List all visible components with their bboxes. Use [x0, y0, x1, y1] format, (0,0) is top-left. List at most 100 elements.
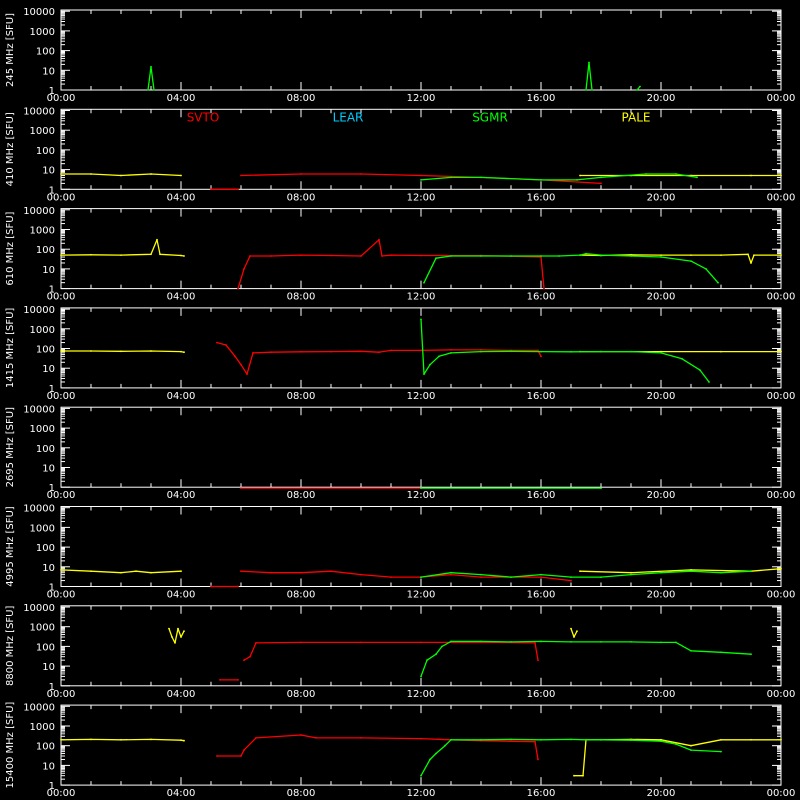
x-tick-label: 12:00: [407, 192, 436, 203]
y-tick-label: 1: [49, 682, 55, 693]
data-point-svto: [315, 737, 317, 739]
x-tick-label: 20:00: [647, 788, 676, 799]
data-point-pale: [630, 571, 632, 574]
data-point-pale: [570, 627, 572, 630]
data-point-sgmr: [600, 576, 602, 578]
data-point-svto: [255, 642, 257, 644]
data-point-sgmr: [630, 739, 632, 742]
data-point-sgmr: [153, 89, 155, 91]
data-point-svto: [300, 571, 302, 574]
x-tick-label: 12:00: [407, 689, 436, 700]
y-tick-label: 1000: [30, 424, 55, 435]
data-point-svto: [450, 573, 452, 576]
x-tick-label: 08:00: [287, 590, 316, 601]
y-tick-label: 10000: [23, 206, 55, 217]
data-point-sgmr: [750, 653, 752, 656]
y-axis-label: 8800 MHz [SFU]: [5, 605, 16, 686]
data-point-pale: [168, 627, 170, 630]
data-point-svto: [255, 737, 257, 739]
data-point-svto: [378, 238, 380, 241]
data-point-svto: [360, 173, 362, 175]
data-point-sgmr: [588, 61, 590, 64]
panel-1: 245 MHz [SFU] 1 10 100 1000 10000 00:00 04:00 08…: [5, 7, 795, 104]
data-point-svto: [480, 576, 482, 578]
data-point-svto: [390, 254, 392, 256]
data-point-sgmr: [480, 738, 482, 741]
data-point-svto: [360, 350, 362, 353]
data-point-sgmr: [435, 752, 437, 755]
data-point-svto: [243, 749, 245, 751]
data-point-svto: [330, 570, 332, 573]
data-point-sgmr: [630, 573, 632, 576]
x-tick-label: 00:00: [767, 292, 796, 303]
y-tick-label: 1: [49, 285, 55, 296]
y-tick-label: 1000: [30, 523, 55, 534]
y-tick-label: 1000: [30, 226, 55, 237]
y-tick-label: 10000: [23, 107, 55, 118]
data-point-svto: [270, 571, 272, 574]
data-point-sgmr: [591, 89, 593, 91]
series-line-pale: [168, 627, 185, 644]
legend-label-svto: SVTO: [187, 110, 220, 124]
series-line-sgmr: [420, 738, 722, 777]
data-point-svto: [240, 363, 242, 366]
x-tick-label: 08:00: [287, 292, 316, 303]
data-point-svto: [219, 679, 221, 681]
data-point-pale: [576, 630, 578, 632]
data-point-pale: [582, 774, 584, 777]
data-point-sgmr: [510, 350, 512, 353]
data-point-sgmr: [540, 640, 542, 643]
x-tick-label: 04:00: [167, 490, 196, 501]
y-tick-label: 1: [49, 384, 55, 395]
data-point-sgmr: [705, 268, 707, 270]
plot-frame: [60, 9, 782, 91]
data-point-sgmr: [540, 573, 542, 576]
data-point-sgmr: [600, 641, 602, 643]
data-point-svto: [360, 573, 362, 576]
y-tick-label: 10: [42, 66, 55, 77]
data-point-pale: [120, 571, 122, 574]
y-tick-label: 1: [49, 483, 55, 494]
x-tick-label: 04:00: [167, 788, 196, 799]
data-point-pale: [156, 238, 158, 241]
data-point-pale: [720, 738, 722, 741]
data-point-sgmr: [450, 571, 452, 574]
data-point-sgmr: [420, 675, 422, 678]
data-point-sgmr: [558, 255, 560, 257]
panel-5: 2695 MHz [SFU] 1 10 100 1000 10000 00:00 04:00 0…: [5, 404, 795, 501]
data-point-pale: [177, 627, 179, 630]
data-point-svto: [420, 174, 422, 177]
data-point-sgmr: [420, 576, 422, 578]
data-point-pale: [150, 253, 152, 256]
data-point-sgmr: [579, 254, 581, 256]
data-point-sgmr: [600, 487, 602, 489]
data-point-sgmr: [750, 570, 752, 573]
data-point-sgmr: [675, 173, 677, 175]
data-point-pale: [780, 567, 782, 570]
data-point-pale: [150, 173, 152, 175]
data-point-pale: [90, 570, 92, 573]
x-tick-label: 20:00: [647, 490, 676, 501]
data-point-pale: [660, 254, 662, 256]
data-point-sgmr: [450, 352, 452, 354]
data-point-svto: [420, 641, 422, 644]
data-point-pale: [60, 738, 62, 741]
x-tick-label: 20:00: [647, 93, 676, 104]
x-tick-label: 04:00: [167, 391, 196, 402]
data-point-svto: [240, 487, 242, 489]
data-point-sgmr: [690, 570, 692, 573]
data-point-sgmr: [150, 65, 152, 68]
data-point-sgmr: [540, 179, 542, 181]
y-tick-label: 10000: [23, 702, 55, 713]
y-tick-label: 1: [49, 583, 55, 594]
data-point-sgmr: [600, 350, 602, 353]
series-line-pale: [60, 738, 185, 742]
data-point-svto: [360, 255, 362, 257]
x-tick-label: 04:00: [167, 93, 196, 104]
y-tick-label: 100: [36, 642, 55, 653]
data-point-svto: [225, 344, 227, 346]
x-tick-label: 00:00: [767, 192, 796, 203]
data-point-sgmr: [429, 363, 431, 366]
panel-7: 8800 MHz [SFU] 1 10 100 1000 10000 00:00 04:00 0…: [5, 603, 795, 700]
